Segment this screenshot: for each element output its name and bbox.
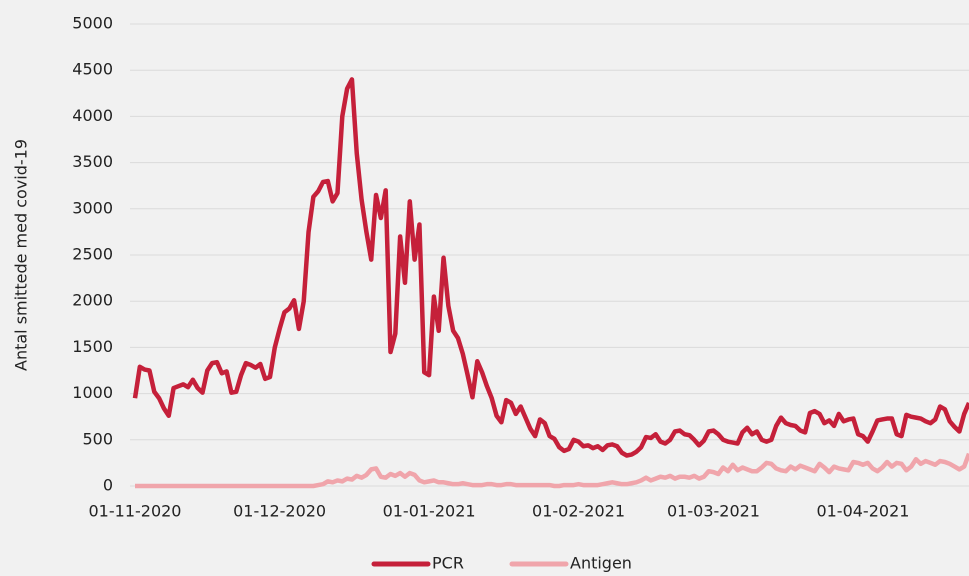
- y-tick-label: 500: [82, 429, 113, 448]
- legend-label: Antigen: [570, 554, 632, 573]
- y-tick-label: 4500: [72, 60, 113, 79]
- y-tick-label: 3500: [72, 152, 113, 171]
- y-tick-label: 2500: [72, 245, 113, 264]
- y-tick-label: 2000: [72, 291, 113, 310]
- x-tick-label: 01-03-2021: [667, 502, 760, 521]
- y-tick-label: 4000: [72, 106, 113, 125]
- y-tick-label: 1000: [72, 383, 113, 402]
- x-tick-label: 01-02-2021: [532, 502, 625, 521]
- line-series: [132, 77, 969, 458]
- x-tick-label: 01-01-2021: [383, 502, 476, 521]
- y-tick-label: 3000: [72, 198, 113, 217]
- line-series: [135, 452, 969, 489]
- y-tick-label: 5000: [72, 14, 113, 33]
- y-tick-label: 0: [103, 476, 113, 495]
- legend-label: PCR: [432, 554, 464, 573]
- y-axis-label: Antal smittede med covid-19: [12, 139, 31, 371]
- x-tick-label: 01-12-2020: [233, 502, 326, 521]
- x-tick-label: 01-11-2020: [89, 502, 182, 521]
- y-tick-label: 1500: [72, 337, 113, 356]
- x-tick-label: 01-04-2021: [816, 502, 909, 521]
